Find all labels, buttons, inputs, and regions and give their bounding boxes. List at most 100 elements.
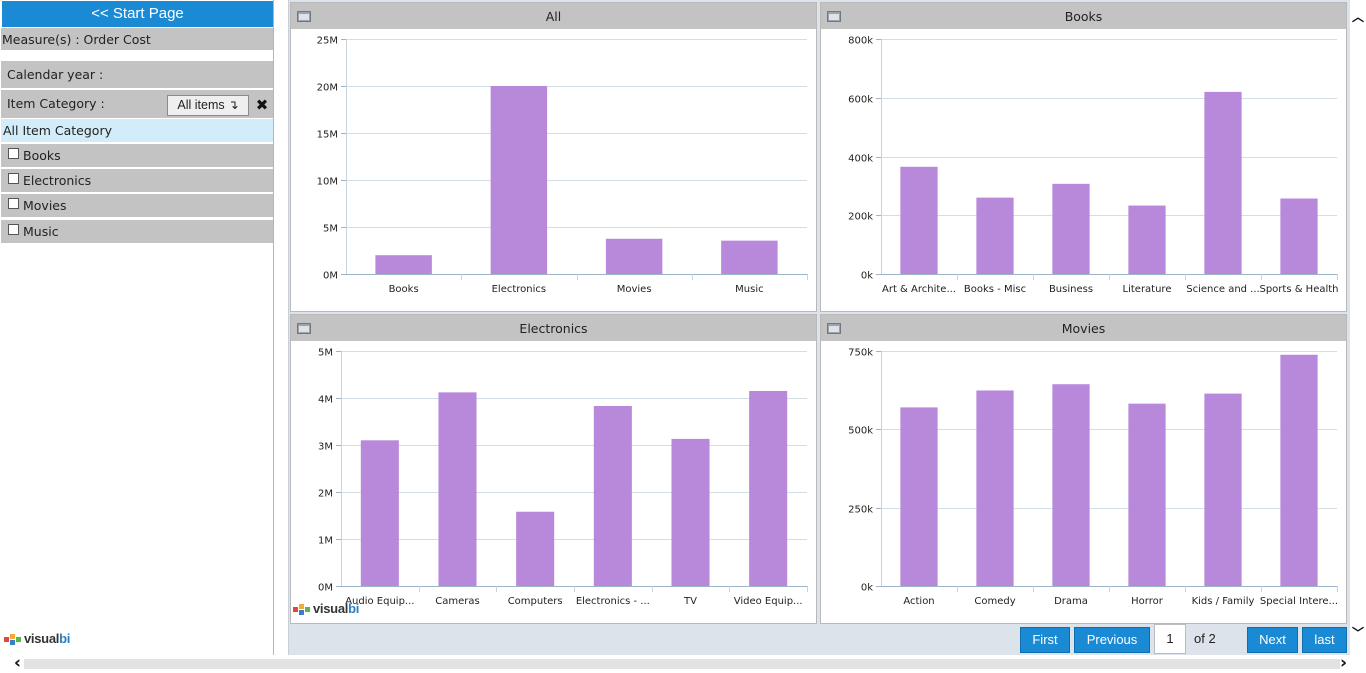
last-page-button[interactable]: last (1302, 627, 1347, 653)
scroll-right-icon[interactable]: › (1340, 653, 1348, 673)
scroll-left-icon[interactable]: ‹ (14, 653, 22, 673)
y-tick-label: 0k (861, 271, 873, 282)
checkbox[interactable] (8, 198, 19, 209)
x-tick-label: Music (735, 284, 763, 295)
bar (1128, 205, 1166, 274)
checkbox[interactable] (8, 148, 19, 159)
bar (900, 407, 938, 586)
bar (605, 238, 663, 274)
panel-header: Electronics (291, 315, 816, 341)
panel-title: All (545, 9, 562, 24)
panel-header: All (291, 3, 816, 29)
first-page-button[interactable]: First (1020, 627, 1070, 653)
visualbi-logo: visualbi (293, 601, 359, 615)
y-tick-label: 600k (848, 95, 873, 106)
panel-title: Electronics (519, 321, 588, 336)
clear-filter-icon[interactable]: ✖ (255, 96, 269, 114)
x-tick-label: Books - Misc (964, 284, 1026, 295)
window-icon[interactable] (297, 11, 311, 22)
y-tick-label: 200k (848, 212, 873, 223)
bar (516, 511, 555, 586)
bar (976, 197, 1014, 274)
start-page-button[interactable]: << Start Page (2, 1, 273, 27)
x-tick-label: Kids / Family (1192, 596, 1255, 607)
bar (593, 405, 632, 586)
all-items-dropdown[interactable]: All items ↴ (167, 95, 249, 116)
x-tick-label: Cameras (435, 596, 479, 607)
scroll-up-icon[interactable]: ︿ (1352, 10, 1365, 24)
window-icon[interactable] (827, 11, 841, 22)
page-number-input[interactable]: 1 (1154, 624, 1186, 654)
chart-movies: 0k 250k 500k 750k Action Comedy Drama Horror Kid… (848, 348, 1338, 608)
bar (721, 240, 778, 274)
category-item-movies[interactable]: Movies (1, 194, 273, 217)
logo-cubes-icon (293, 604, 310, 615)
y-tick-label: 400k (848, 154, 873, 165)
visualbi-logo: visualbi (4, 631, 70, 645)
bar (1280, 198, 1318, 274)
panel-title: Books (1064, 9, 1103, 24)
panel-title: Movies (1061, 321, 1106, 336)
y-tick-label: 5M (318, 348, 333, 359)
filter-sidebar: << Start Page Measure(s) : Order Cost Ca… (0, 0, 274, 655)
y-tick-label: 15M (317, 130, 338, 141)
bar (438, 392, 477, 586)
logo-text: visualbi (24, 631, 71, 646)
category-item-electronics[interactable]: Electronics (1, 169, 273, 192)
x-tick-label: Video Equip... (734, 596, 803, 607)
bar (375, 255, 432, 274)
bar (671, 438, 710, 586)
bar (749, 390, 788, 586)
scroll-down-icon[interactable]: ﹀ (1352, 626, 1365, 640)
y-tick-label: 3M (318, 442, 333, 453)
calendar-year-filter[interactable]: Calendar year : (1, 61, 273, 88)
window-icon[interactable] (827, 323, 841, 334)
chart-electronics: 0M 1M 2M 3M 4M 5M Audio Equip... Cameras Compute… (318, 348, 808, 607)
x-tick-label: Books (389, 284, 419, 295)
checkbox[interactable] (8, 224, 19, 235)
x-tick-label: TV (683, 596, 697, 607)
bar (1280, 354, 1318, 586)
x-tick-label: Computers (508, 596, 563, 607)
y-tick-label: 0k (861, 583, 873, 594)
bar (1052, 384, 1090, 586)
previous-page-button[interactable]: Previous (1074, 627, 1150, 653)
bar (1204, 91, 1242, 274)
bar (1128, 403, 1166, 586)
y-tick-label: 250k (848, 505, 873, 516)
y-tick-label: 20M (317, 83, 338, 94)
vertical-scrollbar[interactable]: ︿ ﹀ (1350, 0, 1366, 655)
measure-label: Measure(s) : Order Cost (1, 28, 273, 50)
all-item-category-option[interactable]: All Item Category (1, 119, 273, 142)
chart-panel-all: All 0M 5M 10M 15M 20M 25M Books Electronics Movi… (290, 2, 817, 312)
y-tick-label: 4M (318, 395, 333, 406)
bar (900, 166, 938, 274)
category-item-music[interactable]: Music (1, 220, 273, 243)
bar (976, 390, 1014, 586)
scroll-track[interactable] (24, 659, 1340, 669)
category-item-books[interactable]: Books (1, 144, 273, 167)
x-tick-label: Horror (1131, 596, 1164, 607)
page-count-label: of 2 (1194, 631, 1216, 646)
x-tick-label: Movies (617, 284, 652, 295)
x-tick-label: Drama (1054, 596, 1088, 607)
x-tick-label: Business (1049, 284, 1093, 295)
horizontal-scrollbar[interactable]: ‹ › (0, 653, 1366, 673)
panel-header: Books (821, 3, 1346, 29)
logo-text: visualbi (313, 601, 360, 616)
category-label: Movies (23, 198, 67, 213)
y-tick-label: 25M (317, 36, 338, 47)
y-tick-label: 1M (318, 536, 333, 547)
x-tick-label: Science and ... (1186, 284, 1259, 295)
x-tick-label: Literature (1123, 284, 1172, 295)
x-tick-label: Audio Equip... (345, 596, 414, 607)
y-tick-label: 5M (323, 224, 338, 235)
checkbox[interactable] (8, 173, 19, 184)
x-tick-label: Art & Archite... (882, 284, 956, 295)
window-icon[interactable] (297, 323, 311, 334)
x-tick-label: Special Intere... (1260, 596, 1338, 607)
x-tick-label: Comedy (974, 596, 1015, 607)
bar (1204, 393, 1242, 586)
next-page-button[interactable]: Next (1247, 627, 1298, 653)
y-tick-label: 0M (318, 583, 333, 594)
